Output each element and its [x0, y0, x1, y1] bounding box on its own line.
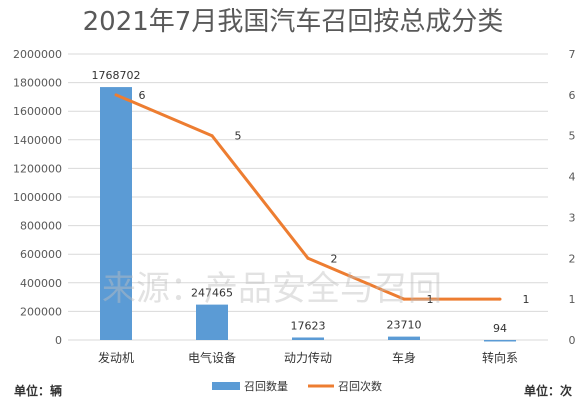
left-tick-label: 1600000: [13, 105, 62, 118]
left-tick-label: 2000000: [13, 48, 62, 61]
left-tick-label: 200000: [20, 305, 62, 318]
right-unit-label: 单位：次: [524, 383, 572, 398]
legend-bar-label: 召回数量: [244, 380, 288, 393]
watermark: 来源：产品安全与召回: [102, 269, 442, 309]
right-tick-label: 1: [569, 293, 576, 306]
line-data-label: 6: [139, 89, 146, 102]
bar-data-label: 23710: [387, 319, 422, 332]
legend-bar-swatch: [212, 382, 240, 390]
left-tick-label: 1000000: [13, 191, 62, 204]
left-unit-label: 单位：辆: [14, 383, 62, 398]
bar: [100, 87, 132, 340]
bar: [196, 304, 228, 340]
line-point: [498, 297, 502, 301]
category-label: 动力传动: [284, 350, 332, 365]
line-point: [210, 134, 214, 138]
bars: 1768702 247465 17623 23710 94: [92, 69, 516, 342]
right-tick-label: 3: [569, 211, 576, 224]
category-label: 发动机: [98, 350, 134, 365]
line-point: [114, 93, 118, 97]
category-label: 电气设备: [188, 350, 236, 365]
line-data-label: 5: [235, 130, 242, 143]
left-tick-label: 800000: [20, 220, 62, 233]
line-series: 6 5 2 1 1: [114, 89, 530, 306]
category-label: 车身: [392, 350, 416, 365]
bar-data-label: 94: [493, 322, 507, 335]
left-tick-label: 1200000: [13, 162, 62, 175]
line-data-label: 2: [331, 252, 338, 265]
left-tick-label: 600000: [20, 248, 62, 261]
bar-data-label: 17623: [291, 319, 326, 332]
chart-title: 2021年7月我国汽车召回按总成分类: [83, 7, 504, 37]
line-point: [306, 256, 310, 260]
bar: [484, 339, 516, 342]
left-tick-label: 0: [55, 334, 62, 347]
category-label: 转向系: [482, 350, 518, 365]
legend-line-label: 召回次数: [338, 379, 382, 393]
left-axis-ticks: 0 200000 400000 600000 800000 1000000 1200000 1…: [13, 48, 62, 347]
bar: [388, 336, 420, 340]
right-tick-label: 4: [569, 171, 576, 184]
line-data-label: 1: [523, 293, 530, 306]
gridlines: [68, 53, 548, 341]
left-tick-label: 400000: [20, 277, 62, 290]
left-tick-label: 1400000: [13, 134, 62, 147]
bar-data-label: 1768702: [92, 69, 141, 82]
right-tick-label: 0: [569, 334, 576, 347]
left-tick-label: 1800000: [13, 77, 62, 90]
legend: 召回数量 召回次数: [212, 379, 382, 393]
line-point: [402, 297, 406, 301]
bar-data-label: 247465: [191, 287, 233, 300]
right-tick-label: 6: [569, 89, 576, 102]
line-data-label: 1: [427, 293, 434, 306]
right-axis-ticks: 0 1 2 3 4 5 6 7: [569, 48, 576, 347]
category-labels: 发动机 电气设备 动力传动 车身 转向系: [98, 350, 518, 365]
bar: [292, 337, 324, 340]
right-tick-label: 5: [569, 130, 576, 143]
right-tick-label: 7: [569, 48, 576, 61]
right-tick-label: 2: [569, 252, 576, 265]
